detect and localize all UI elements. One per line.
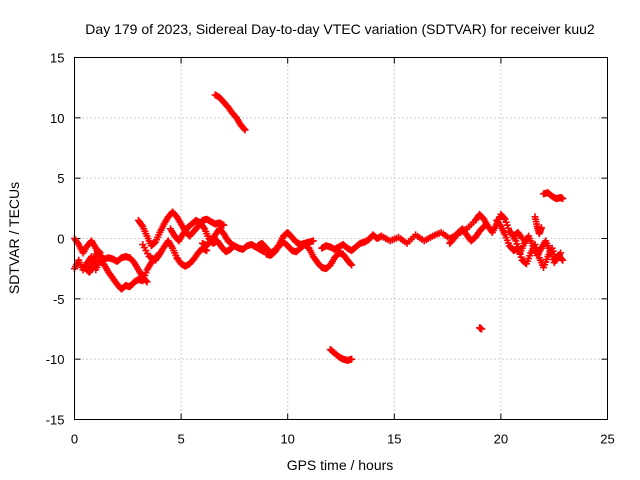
- y-tick-label: 0: [57, 232, 64, 247]
- data-point: [348, 355, 356, 363]
- x-tick-label: 20: [494, 432, 508, 447]
- data-point: [143, 278, 151, 286]
- x-tick-label: 0: [71, 432, 78, 447]
- x-tick-label: 15: [387, 432, 401, 447]
- y-axis-title: SDTVAR / TECUs: [6, 182, 22, 294]
- data-point: [241, 126, 249, 134]
- data-point: [74, 239, 82, 247]
- data-point: [496, 221, 504, 229]
- x-tick-label: 5: [177, 432, 184, 447]
- data-point: [478, 325, 486, 333]
- x-axis-title: GPS time / hours: [287, 457, 394, 473]
- data-point: [227, 240, 235, 248]
- data-point: [500, 214, 508, 222]
- data-point: [142, 277, 150, 285]
- data-points: [71, 91, 567, 364]
- data-point: [96, 249, 104, 257]
- data-point: [240, 125, 248, 133]
- y-tick-label: 5: [57, 171, 64, 186]
- data-point: [559, 195, 567, 203]
- plot-frame: [74, 57, 608, 420]
- data-point: [480, 222, 488, 230]
- axis-ticks: 0 5 10 15 20 25 -15 -10 -5 0 5 10 15: [46, 51, 615, 447]
- data-point: [347, 260, 355, 268]
- data-point: [559, 256, 567, 264]
- data-point: [309, 237, 317, 245]
- x-tick-label: 25: [600, 432, 614, 447]
- data-point: [220, 221, 228, 229]
- chart-title: Day 179 of 2023, Sidereal Day-to-day VTE…: [85, 21, 595, 37]
- y-tick-label: -10: [46, 352, 65, 367]
- data-point: [537, 224, 545, 232]
- data-point: [517, 233, 525, 241]
- y-tick-label: -15: [46, 413, 65, 428]
- y-tick-label: -5: [53, 292, 65, 307]
- data-point: [479, 224, 487, 232]
- data-point: [138, 221, 146, 229]
- data-point: [199, 223, 207, 231]
- y-tick-label: 10: [50, 111, 64, 126]
- x-tick-label: 10: [280, 432, 294, 447]
- y-tick-label: 15: [50, 51, 64, 66]
- data-point: [228, 241, 236, 249]
- data-point: [558, 255, 566, 263]
- grid: [74, 57, 608, 420]
- data-point: [348, 261, 356, 269]
